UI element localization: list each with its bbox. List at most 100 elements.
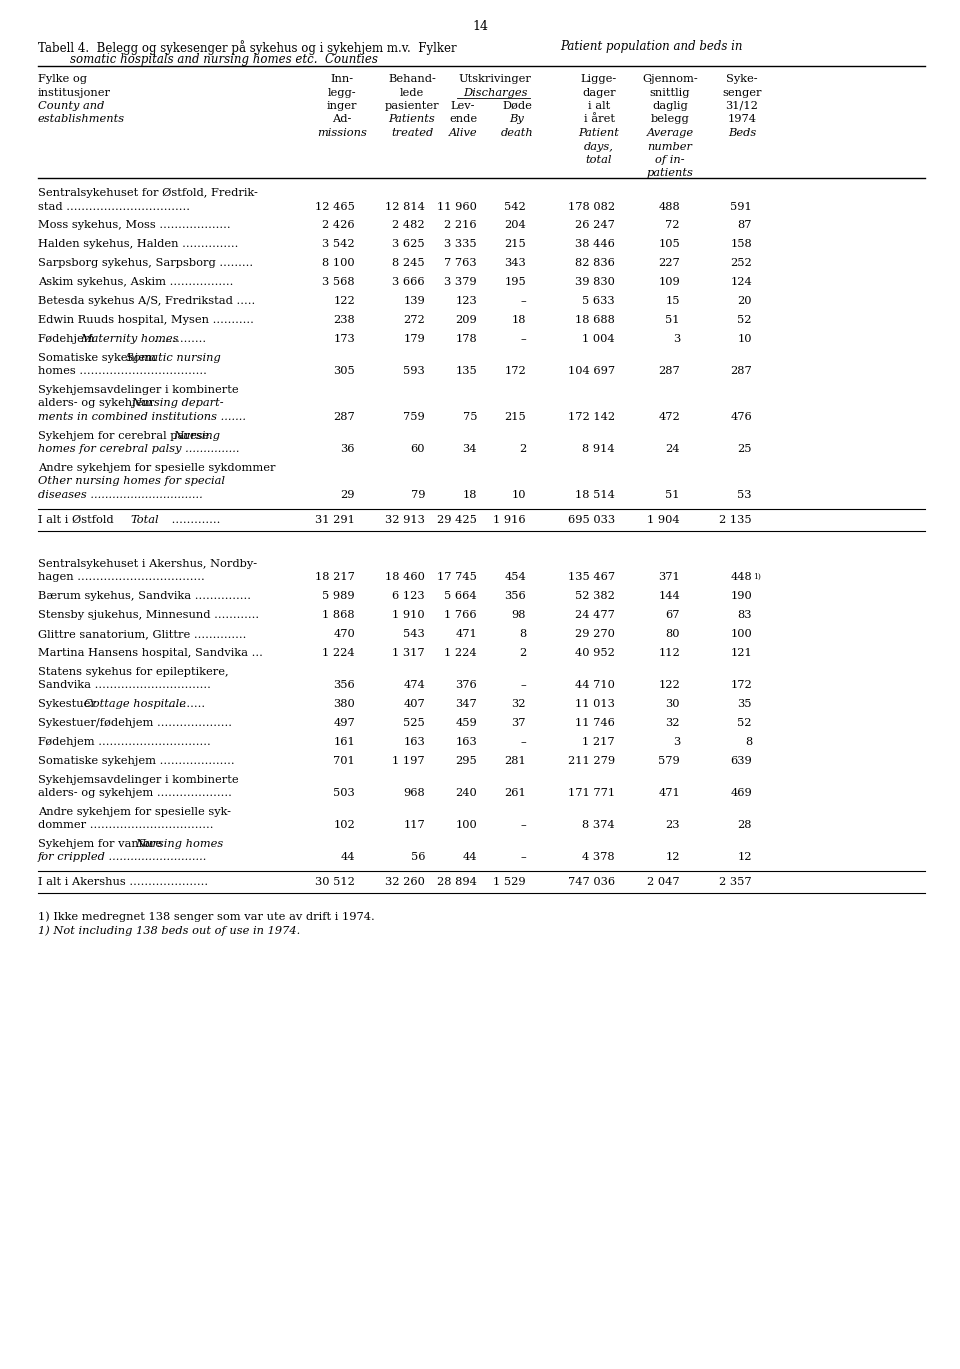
Text: Syke-: Syke- bbox=[726, 74, 757, 84]
Text: 593: 593 bbox=[403, 367, 425, 376]
Text: Glittre sanatorium, Glittre ..............: Glittre sanatorium, Glittre ............… bbox=[38, 628, 247, 639]
Text: 52 382: 52 382 bbox=[575, 591, 615, 601]
Text: senger: senger bbox=[722, 88, 761, 97]
Text: Utskrivinger: Utskrivinger bbox=[459, 74, 532, 84]
Text: 38 446: 38 446 bbox=[575, 240, 615, 249]
Text: Patients: Patients bbox=[389, 115, 436, 125]
Text: 158: 158 bbox=[731, 240, 752, 249]
Text: ments in combined institutions .......: ments in combined institutions ....... bbox=[38, 412, 246, 422]
Text: 53: 53 bbox=[737, 490, 752, 500]
Text: 82 836: 82 836 bbox=[575, 257, 615, 268]
Text: 34: 34 bbox=[463, 445, 477, 455]
Text: 26 247: 26 247 bbox=[575, 220, 615, 230]
Text: death: death bbox=[500, 127, 534, 138]
Text: ..............: .............. bbox=[150, 334, 205, 344]
Text: 12: 12 bbox=[665, 853, 680, 862]
Text: Inn-: Inn- bbox=[330, 74, 353, 84]
Text: Alive: Alive bbox=[448, 127, 477, 138]
Text: inger: inger bbox=[326, 101, 357, 111]
Text: 1 916: 1 916 bbox=[493, 515, 526, 524]
Text: 122: 122 bbox=[333, 296, 355, 307]
Text: 52: 52 bbox=[737, 315, 752, 324]
Text: 39 830: 39 830 bbox=[575, 277, 615, 287]
Text: 25: 25 bbox=[737, 445, 752, 455]
Text: 8 914: 8 914 bbox=[583, 445, 615, 455]
Text: 117: 117 bbox=[403, 820, 425, 831]
Text: 476: 476 bbox=[731, 412, 752, 422]
Text: 163: 163 bbox=[403, 737, 425, 747]
Text: 474: 474 bbox=[403, 680, 425, 690]
Text: 2: 2 bbox=[518, 648, 526, 658]
Text: pasienter: pasienter bbox=[385, 101, 440, 111]
Text: 1 766: 1 766 bbox=[444, 611, 477, 620]
Text: homes for cerebral palsy ...............: homes for cerebral palsy ............... bbox=[38, 445, 239, 455]
Text: 112: 112 bbox=[659, 648, 680, 658]
Text: 1 910: 1 910 bbox=[393, 611, 425, 620]
Text: legg-: legg- bbox=[327, 88, 356, 97]
Text: 52: 52 bbox=[737, 717, 752, 728]
Text: 36: 36 bbox=[341, 445, 355, 455]
Text: 4 378: 4 378 bbox=[583, 853, 615, 862]
Text: establishments: establishments bbox=[38, 115, 125, 125]
Text: 11 960: 11 960 bbox=[437, 201, 477, 211]
Text: treated: treated bbox=[391, 127, 433, 138]
Text: 8 100: 8 100 bbox=[323, 257, 355, 268]
Text: –: – bbox=[520, 680, 526, 690]
Text: 3 568: 3 568 bbox=[323, 277, 355, 287]
Text: 30 512: 30 512 bbox=[315, 878, 355, 887]
Text: number: number bbox=[647, 141, 692, 152]
Text: 3 542: 3 542 bbox=[323, 240, 355, 249]
Text: 60: 60 bbox=[411, 445, 425, 455]
Text: 470: 470 bbox=[333, 628, 355, 639]
Text: 98: 98 bbox=[512, 611, 526, 620]
Text: Andre sykehjem for spesielle sykdommer: Andre sykehjem for spesielle sykdommer bbox=[38, 463, 276, 474]
Text: Sarpsborg sykehus, Sarpsborg .........: Sarpsborg sykehus, Sarpsborg ......... bbox=[38, 257, 253, 268]
Text: Nursing: Nursing bbox=[173, 431, 220, 441]
Text: 1 317: 1 317 bbox=[393, 648, 425, 658]
Text: 204: 204 bbox=[504, 220, 526, 230]
Text: Maternity homes: Maternity homes bbox=[80, 334, 179, 344]
Text: 1 217: 1 217 bbox=[583, 737, 615, 747]
Text: somatic hospitals and nursing homes etc.  Counties: somatic hospitals and nursing homes etc.… bbox=[70, 53, 378, 66]
Text: 31/12: 31/12 bbox=[726, 101, 758, 111]
Text: 1): 1) bbox=[753, 572, 761, 580]
Text: Total: Total bbox=[130, 515, 158, 524]
Text: belegg: belegg bbox=[651, 115, 689, 125]
Text: Betesda sykehus A/S, Fredrikstad .....: Betesda sykehus A/S, Fredrikstad ..... bbox=[38, 296, 255, 307]
Text: 29 425: 29 425 bbox=[437, 515, 477, 524]
Text: 281: 281 bbox=[504, 756, 526, 767]
Text: 30: 30 bbox=[665, 700, 680, 709]
Text: 178: 178 bbox=[455, 334, 477, 344]
Text: ..........: .......... bbox=[163, 700, 204, 709]
Text: Sandvika ...............................: Sandvika ............................... bbox=[38, 680, 211, 690]
Text: 1 004: 1 004 bbox=[583, 334, 615, 344]
Text: 238: 238 bbox=[333, 315, 355, 324]
Text: 2 357: 2 357 bbox=[719, 878, 752, 887]
Text: total: total bbox=[586, 155, 612, 166]
Text: 639: 639 bbox=[731, 756, 752, 767]
Text: 1 868: 1 868 bbox=[323, 611, 355, 620]
Text: 37: 37 bbox=[512, 717, 526, 728]
Text: 701: 701 bbox=[333, 756, 355, 767]
Text: 20: 20 bbox=[737, 296, 752, 307]
Text: 18: 18 bbox=[512, 315, 526, 324]
Text: 287: 287 bbox=[731, 367, 752, 376]
Text: 24: 24 bbox=[665, 445, 680, 455]
Text: 24 477: 24 477 bbox=[575, 611, 615, 620]
Text: 3: 3 bbox=[673, 334, 680, 344]
Text: Sentralsykehuset for Østfold, Fredrik-: Sentralsykehuset for Østfold, Fredrik- bbox=[38, 188, 258, 199]
Text: 227: 227 bbox=[659, 257, 680, 268]
Text: 542: 542 bbox=[504, 201, 526, 211]
Text: By: By bbox=[510, 115, 524, 125]
Text: Martina Hansens hospital, Sandvika ...: Martina Hansens hospital, Sandvika ... bbox=[38, 648, 263, 658]
Text: 3: 3 bbox=[673, 737, 680, 747]
Text: 72: 72 bbox=[665, 220, 680, 230]
Text: 305: 305 bbox=[333, 367, 355, 376]
Text: 8: 8 bbox=[745, 737, 752, 747]
Text: 11 746: 11 746 bbox=[575, 717, 615, 728]
Text: 18 460: 18 460 bbox=[385, 572, 425, 582]
Text: dager: dager bbox=[582, 88, 615, 97]
Text: 75: 75 bbox=[463, 412, 477, 422]
Text: 1 904: 1 904 bbox=[647, 515, 680, 524]
Text: Nursing depart-: Nursing depart- bbox=[131, 398, 224, 408]
